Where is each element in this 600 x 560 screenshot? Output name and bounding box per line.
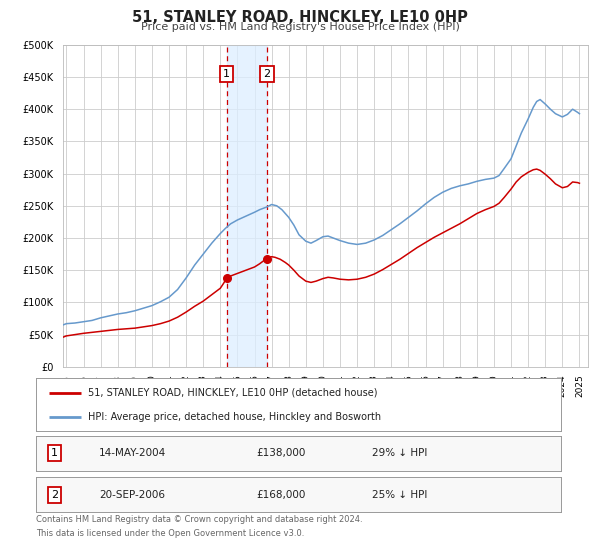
Text: 51, STANLEY ROAD, HINCKLEY, LE10 0HP (detached house): 51, STANLEY ROAD, HINCKLEY, LE10 0HP (de…	[89, 388, 378, 398]
Text: Contains HM Land Registry data © Crown copyright and database right 2024.: Contains HM Land Registry data © Crown c…	[36, 515, 362, 524]
Text: Price paid vs. HM Land Registry's House Price Index (HPI): Price paid vs. HM Land Registry's House …	[140, 22, 460, 32]
Text: 2: 2	[263, 69, 271, 79]
Text: 1: 1	[223, 69, 230, 79]
Text: 25% ↓ HPI: 25% ↓ HPI	[372, 489, 427, 500]
Text: £138,000: £138,000	[257, 448, 306, 458]
Text: 2: 2	[51, 489, 58, 500]
Text: £168,000: £168,000	[257, 489, 306, 500]
Text: 20-SEP-2006: 20-SEP-2006	[99, 489, 165, 500]
Text: 14-MAY-2004: 14-MAY-2004	[99, 448, 166, 458]
Bar	[227, 45, 267, 367]
Text: 29% ↓ HPI: 29% ↓ HPI	[372, 448, 427, 458]
Text: This data is licensed under the Open Government Licence v3.0.: This data is licensed under the Open Gov…	[36, 529, 304, 538]
Text: 1: 1	[51, 448, 58, 458]
Text: 51, STANLEY ROAD, HINCKLEY, LE10 0HP: 51, STANLEY ROAD, HINCKLEY, LE10 0HP	[132, 10, 468, 25]
Text: HPI: Average price, detached house, Hinckley and Bosworth: HPI: Average price, detached house, Hinc…	[89, 412, 382, 422]
